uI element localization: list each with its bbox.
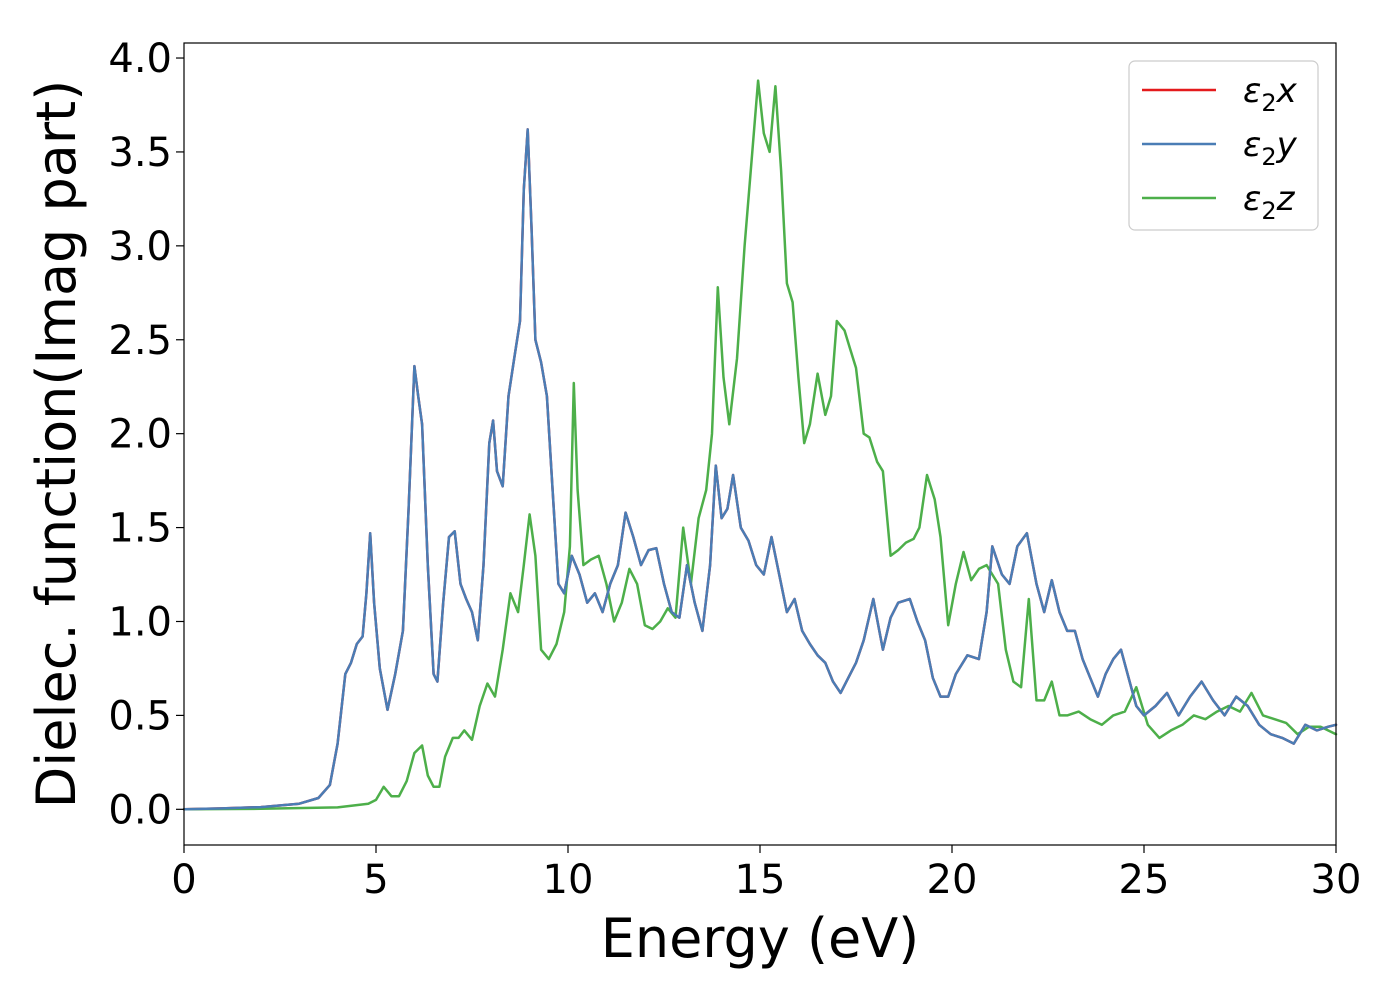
series-line-y bbox=[182, 128, 1338, 811]
legend-label-z: ε2z bbox=[1243, 179, 1296, 225]
y-tick-label: 0.5 bbox=[108, 693, 172, 739]
x-axis-ticks: 0 5 10 15 20 25 30 bbox=[171, 845, 1361, 903]
y-tick-label: 1.5 bbox=[108, 506, 172, 552]
y-tick-label: 0.0 bbox=[108, 787, 172, 833]
y-tick-label: 3.0 bbox=[108, 224, 172, 270]
series-line-z bbox=[182, 79, 1338, 811]
legend-box bbox=[1128, 60, 1319, 231]
x-tick-label: 0 bbox=[171, 857, 196, 903]
x-axis-label: Energy (eV) bbox=[601, 907, 920, 970]
y-tick-label: 3.5 bbox=[108, 130, 172, 176]
y-axis-label: Dielec. function(Imag part) bbox=[25, 80, 88, 809]
x-tick-label: 10 bbox=[543, 857, 594, 903]
x-tick-label: 20 bbox=[927, 857, 978, 903]
legend-label-x: ε2x bbox=[1243, 71, 1298, 117]
y-tick-label: 4.0 bbox=[108, 36, 172, 82]
x-tick-label: 5 bbox=[363, 857, 388, 903]
x-tick-label: 15 bbox=[735, 857, 786, 903]
x-tick-label: 25 bbox=[1119, 857, 1170, 903]
x-tick-label: 30 bbox=[1311, 857, 1362, 903]
y-tick-label: 1.0 bbox=[108, 599, 172, 645]
y-tick-label: 2.0 bbox=[108, 412, 172, 458]
y-axis-ticks: 0.0 0.5 1.0 1.5 2.0 2.5 3.0 3.5 4.0 bbox=[108, 36, 184, 833]
legend-label-y: ε2y bbox=[1243, 125, 1298, 171]
y-tick-label: 2.5 bbox=[108, 318, 172, 364]
legend: ε2x ε2y ε2z bbox=[1128, 60, 1319, 231]
series-layer bbox=[182, 79, 1338, 811]
